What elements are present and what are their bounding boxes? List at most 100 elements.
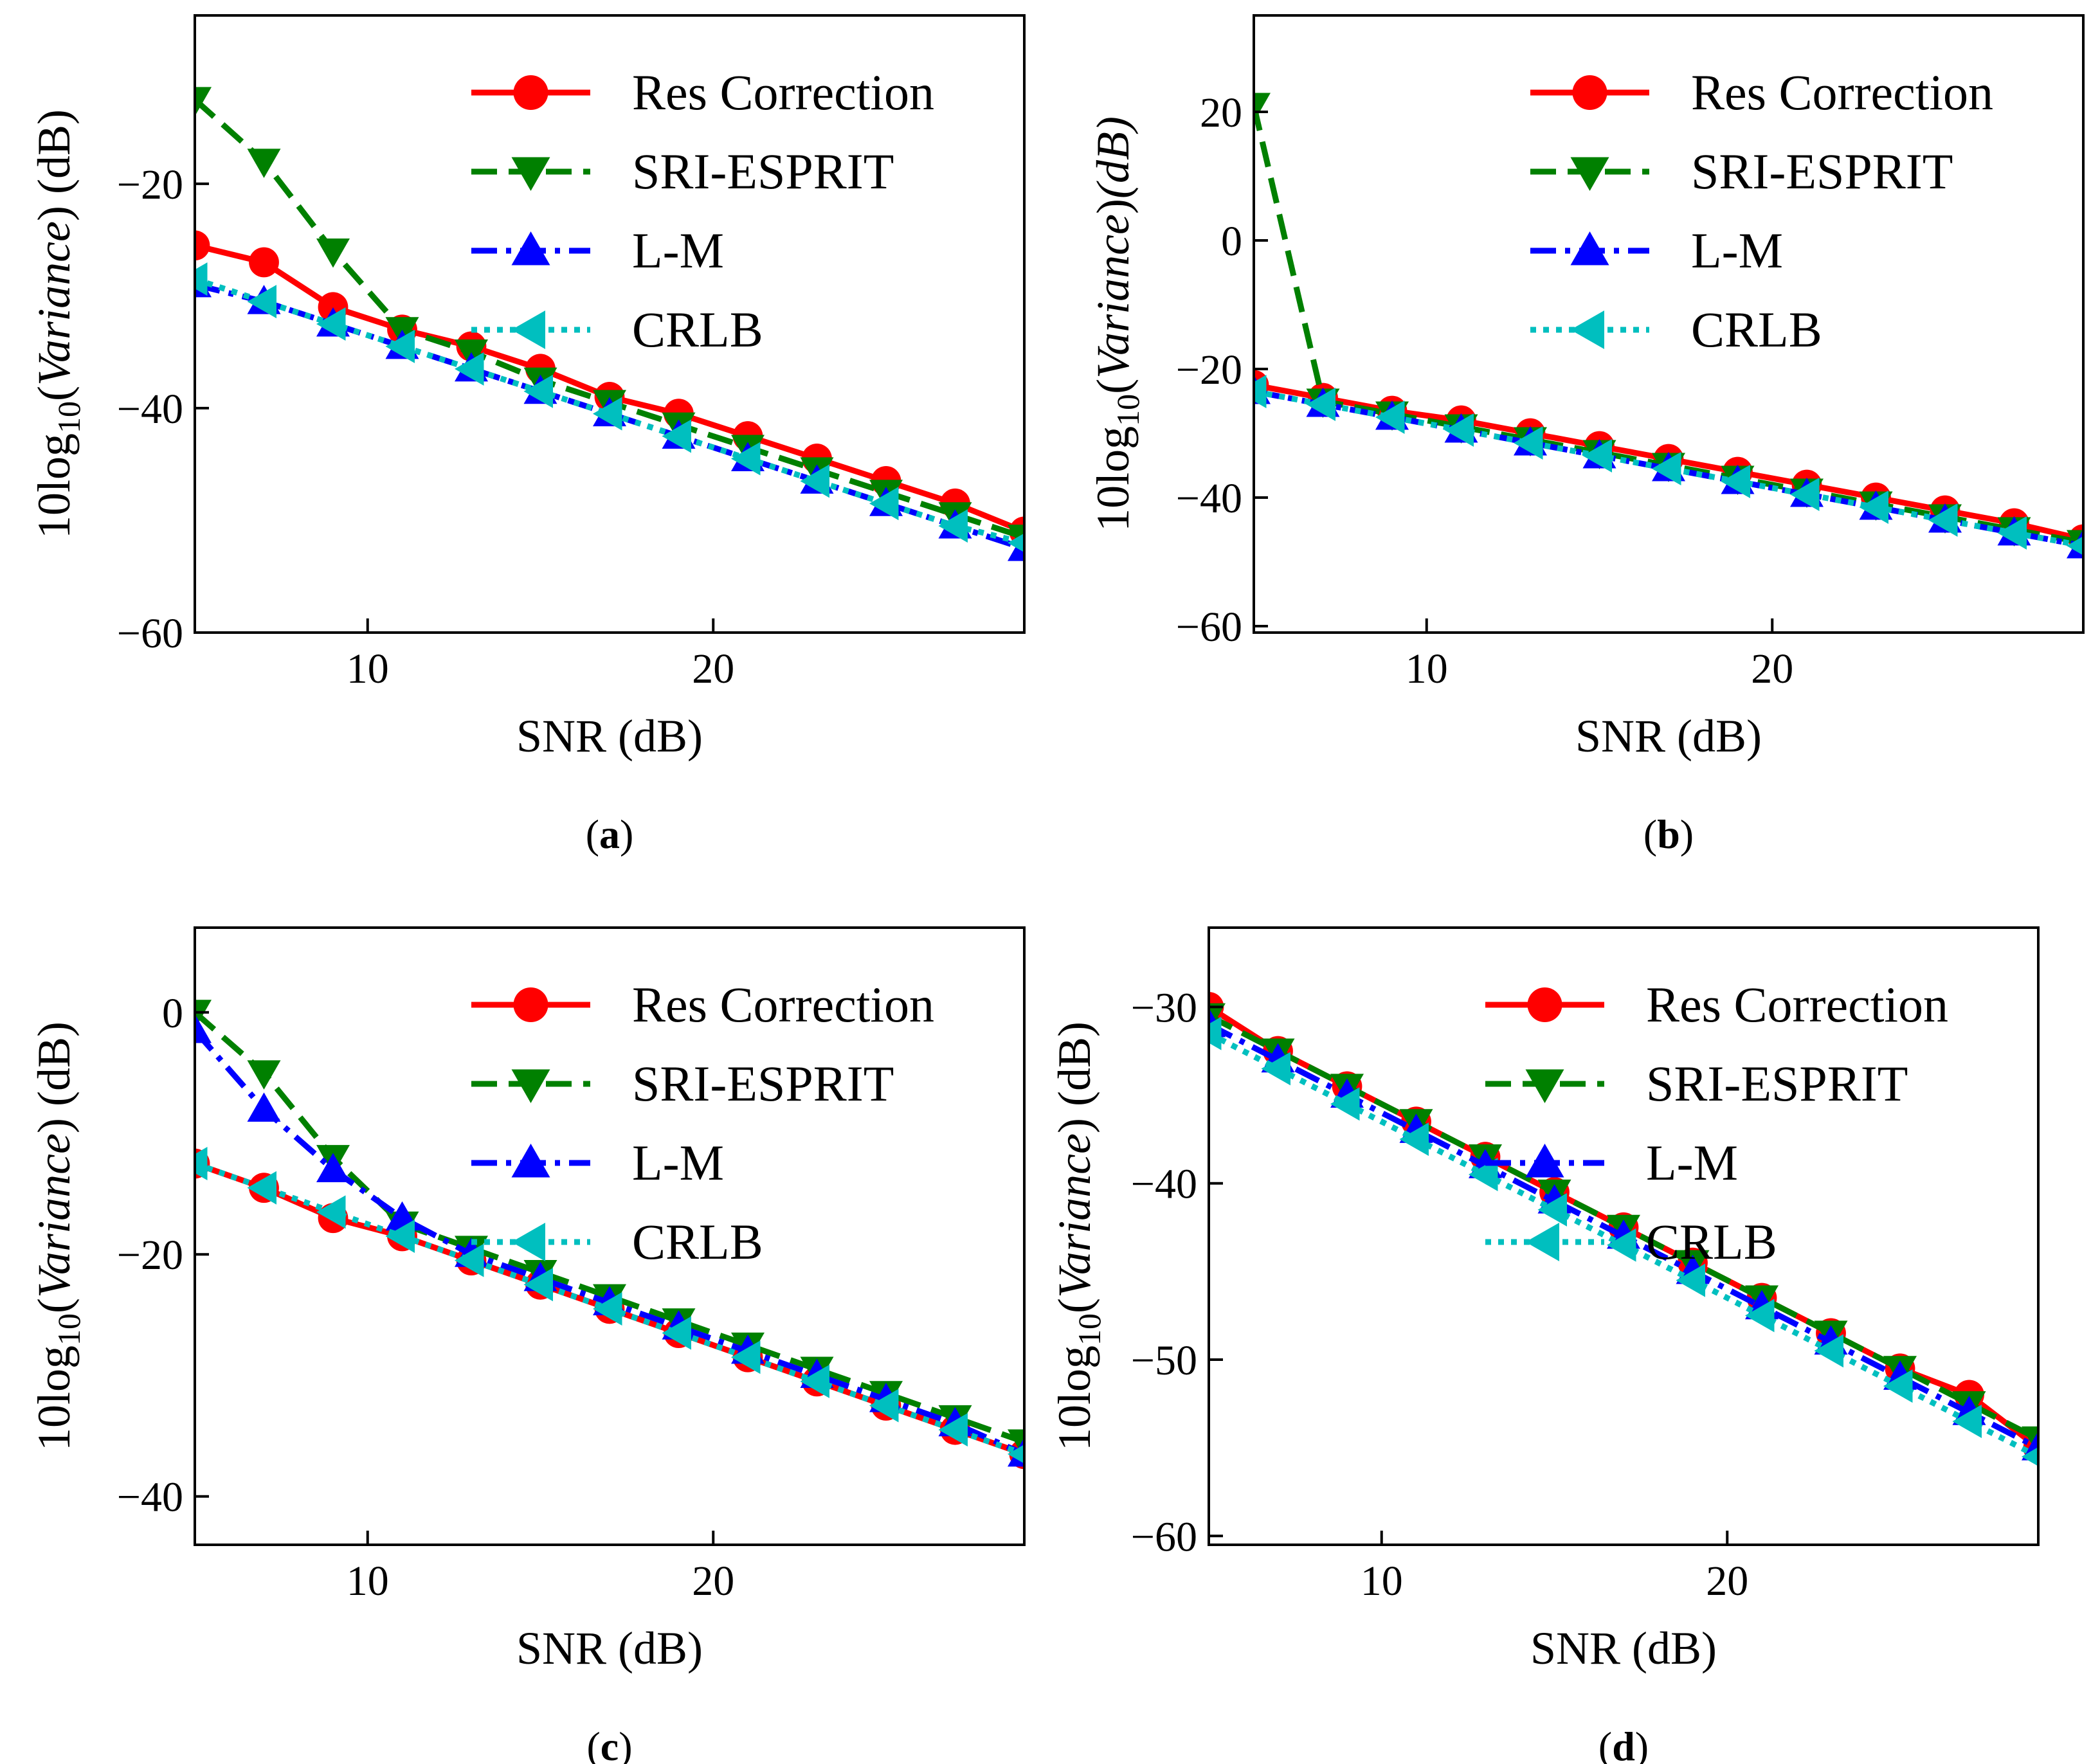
legend-label-sri-esprit: SRI-ESPRIT — [632, 143, 894, 199]
data-point-crlb-8 — [731, 442, 761, 476]
data-point-crlb-9 — [1859, 491, 1888, 524]
data-point-res-correction-1 — [249, 247, 279, 278]
data-point-crlb-1 — [247, 1171, 276, 1205]
data-point-crlb-3 — [1444, 413, 1474, 447]
plot-area — [1254, 93, 2083, 559]
data-point-crlb-10 — [869, 1389, 899, 1423]
y-tick-label: 0 — [162, 990, 183, 1037]
legend-label-sri-esprit: SRI-ESPRIT — [1646, 1056, 1908, 1112]
data-point-crlb-8 — [731, 1340, 761, 1374]
legend-label-l-m: L-M — [1646, 1135, 1738, 1191]
legend-marker-l-m — [1525, 1144, 1564, 1178]
x-tick-label: 20 — [1706, 1558, 1748, 1605]
legend-marker-l-m — [511, 231, 550, 266]
data-point-sri-esprit-1 — [247, 148, 281, 178]
y-tick-label: −20 — [117, 161, 183, 208]
x-axis-label: SNR (dB) — [1530, 1623, 1717, 1674]
x-tick-label: 20 — [1751, 645, 1793, 692]
panel-d: 10 20 −60 −50 −40 −30 SNR (dB) 10log10(Variance… — [1049, 926, 2040, 1764]
y-tick-label: 0 — [1221, 218, 1242, 265]
y-tick-label: −30 — [1131, 984, 1197, 1031]
data-point-crlb-6 — [593, 397, 622, 431]
x-tick-label: 10 — [1406, 645, 1448, 692]
legend-label-l-m: L-M — [632, 1135, 724, 1191]
panel-caption: (d) — [1598, 1724, 1649, 1764]
y-axis-label: 10log10(Variance)(dB) — [1087, 116, 1146, 532]
y-tick-label: −50 — [1131, 1337, 1197, 1384]
axes-frame — [194, 926, 1026, 1546]
data-point-crlb-7 — [662, 419, 691, 453]
data-point-crlb-0 — [195, 1147, 208, 1181]
legend-label-res-correction: Res Correction — [1646, 977, 1948, 1032]
data-point-crlb-5 — [1537, 1192, 1567, 1227]
data-point-l-m-1 — [247, 1092, 281, 1122]
data-point-sri-esprit-1 — [247, 1060, 281, 1090]
legend-label-crlb: CRLB — [632, 302, 763, 357]
data-point-crlb-3 — [385, 1220, 415, 1253]
axes-frame — [1253, 14, 2085, 634]
y-tick-label: −40 — [117, 1474, 183, 1521]
legend-marker-res-correction — [1572, 75, 1607, 110]
y-tick-label: −60 — [117, 610, 183, 657]
legend-marker-crlb — [1570, 310, 1604, 349]
data-point-crlb-2 — [1330, 1087, 1360, 1121]
x-tick-label: 20 — [692, 1558, 734, 1605]
data-point-crlb-11 — [1997, 516, 2027, 550]
data-point-crlb-2 — [1375, 401, 1405, 434]
axes-frame — [1208, 926, 2040, 1546]
data-point-crlb-4 — [1469, 1158, 1498, 1191]
plot-area — [195, 1000, 1024, 1470]
data-point-crlb-3 — [385, 329, 415, 363]
legend-label-res-correction: Res Correction — [632, 977, 934, 1032]
data-point-crlb-9 — [800, 464, 829, 498]
data-point-crlb-1 — [1261, 1052, 1290, 1086]
data-point-crlb-12 — [1008, 533, 1024, 553]
data-point-crlb-1 — [247, 285, 276, 319]
legend-marker-l-m — [1570, 231, 1609, 266]
legend-label-res-correction: Res Correction — [632, 64, 934, 120]
legend-label-crlb: CRLB — [1646, 1214, 1777, 1270]
data-point-crlb-12 — [1008, 1444, 1024, 1464]
legend-label-l-m: L-M — [1691, 222, 1783, 278]
data-point-crlb-4 — [1514, 426, 1543, 460]
y-tick-label: −20 — [117, 1232, 183, 1279]
y-tick-label: −60 — [1131, 1513, 1197, 1560]
data-point-crlb-7 — [662, 1316, 691, 1350]
legend-label-crlb: CRLB — [632, 1214, 763, 1270]
data-point-crlb-11 — [938, 1413, 968, 1447]
legend: Res Correction SRI-ESPRIT L-M CRLB — [471, 977, 934, 1270]
data-point-crlb-2 — [316, 1195, 346, 1229]
data-point-sri-esprit-0 — [1254, 93, 1271, 122]
data-point-crlb-0 — [1209, 1016, 1222, 1050]
y-tick-label: −40 — [1131, 1161, 1197, 1208]
data-point-crlb-8 — [1745, 1299, 1775, 1333]
data-point-l-m-2 — [316, 1153, 350, 1182]
legend-marker-res-correction — [513, 75, 548, 110]
data-point-sri-esprit-2 — [316, 239, 350, 268]
legend: Res Correction SRI-ESPRIT L-M CRLB — [471, 64, 934, 357]
data-point-crlb-12 — [2022, 1447, 2038, 1466]
data-point-crlb-10 — [869, 487, 899, 521]
panel-b: 10 20 −60 −40 −20 0 20 SNR (dB) 10log10(Variance… — [1087, 14, 2085, 857]
legend-label-sri-esprit: SRI-ESPRIT — [632, 1056, 894, 1112]
legend-marker-sri-esprit — [1525, 1069, 1564, 1103]
plot-area — [1209, 992, 2038, 1466]
data-point-crlb-6 — [1652, 452, 1681, 485]
x-tick-label: 10 — [347, 1558, 389, 1605]
panel-a: 10 20 −60 −40 −20 SNR (dB) 10log10(Variance) (… — [28, 14, 1026, 857]
data-point-crlb-9 — [1814, 1334, 1843, 1368]
y-axis-label: 10log10(Variance) (dB) — [28, 1022, 87, 1451]
data-point-crlb-6 — [1607, 1228, 1636, 1262]
x-tick-label: 10 — [347, 645, 389, 692]
data-point-crlb-1 — [1306, 388, 1335, 421]
legend-marker-l-m — [511, 1144, 550, 1178]
data-point-crlb-3 — [1399, 1122, 1429, 1156]
x-tick-label: 20 — [692, 645, 734, 692]
data-point-crlb-5 — [523, 374, 553, 408]
data-point-sri-esprit-0 — [195, 87, 212, 116]
data-point-crlb-2 — [316, 307, 346, 341]
y-tick-label: −20 — [1176, 346, 1242, 393]
data-point-crlb-6 — [593, 1292, 622, 1326]
y-tick-label: 20 — [1200, 89, 1242, 136]
data-point-res-correction-0 — [195, 230, 210, 261]
